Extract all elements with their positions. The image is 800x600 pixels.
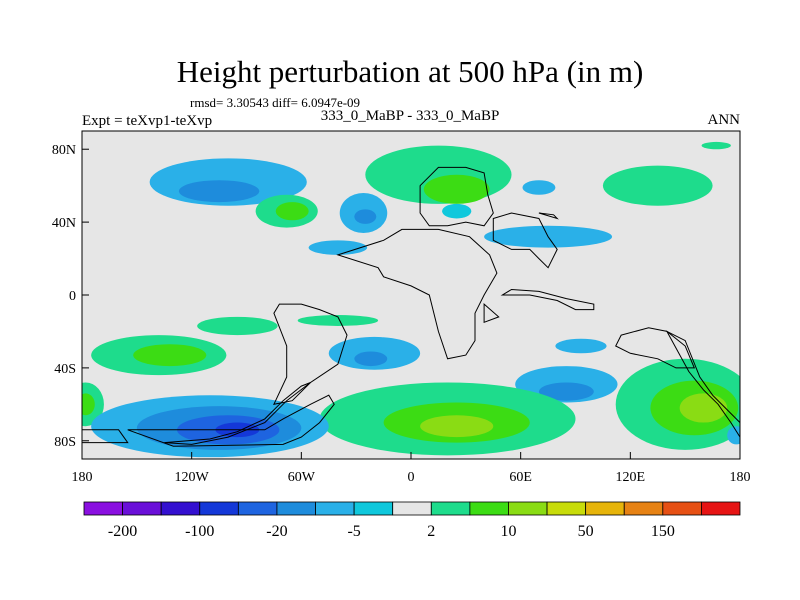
colorbar-box-11 [508,501,548,516]
plot-area: 180 120W 60W 0 60E 120E 180 80N 40N 0 40S 80S [52,130,751,485]
coastline-2 [82,429,129,444]
contour-region-22 [538,382,594,401]
x-tick-label-3: 0 [408,470,415,485]
y-tick-label-0: 80N [52,143,76,158]
contour-region-13 [701,141,731,150]
colorbar-box-1 [122,501,162,516]
x-axis: 180 120W 60W 0 60E 120E 180 [72,452,751,485]
contour-region-3 [275,202,309,221]
colorbar-box-9 [430,501,471,516]
colorbar-label-4: 2 [427,523,435,540]
coastline-5 [419,166,494,227]
coastline-4 [336,228,498,360]
coastline-1 [164,382,311,445]
coastline-11 [665,330,740,439]
contour-region-8 [423,174,490,204]
coastline-10 [615,327,696,369]
colorbar-box-14 [623,501,664,516]
coastline-3 [273,303,348,405]
contour-region-6 [308,240,368,255]
x-tick-label-0: 180 [72,470,93,485]
colorbar-box-16 [701,501,741,516]
colorbar-label-3: -5 [347,523,360,540]
colorbar-label-2: -20 [266,523,287,540]
contour-region-10 [522,180,556,195]
coastline-6 [492,212,558,269]
colorbar-box-7 [353,501,394,516]
stats-text: rmsd= 3.30543 diff= 6.0947e-09 [190,95,360,110]
contour-region-5 [354,209,377,224]
season-label: ANN [708,112,741,128]
coastline-8 [483,302,500,324]
contour-region-14 [197,316,278,336]
chart-title: Height perturbation at 500 hPa (in m) [177,54,644,89]
coastline-layer [82,166,740,447]
y-axis: 80N 40N 0 40S 80S [52,143,89,450]
y-tick-label-3: 40S [54,362,76,377]
colorbar-box-2 [160,501,201,516]
coastline-0 [127,394,335,447]
colorbar-labels: -200 -100 -20 -5 2 10 50 150 [108,523,675,540]
contour-region-19 [354,351,388,367]
y-tick-label-2: 0 [69,289,76,304]
colorbar-label-6: 50 [578,523,594,540]
colorbar-box-13 [585,501,625,516]
colorbar-box-4 [237,501,278,516]
contour-region-17 [133,344,207,367]
colorbar-box-5 [276,501,316,516]
colorbar-box-6 [315,501,355,516]
colorbar-box-10 [469,501,509,516]
colorbar-box-0 [83,501,123,516]
colorbar-boxes [83,501,741,516]
x-tick-label-5: 120E [616,470,646,485]
experiment-label: Expt = teXvp1-teXvp [82,113,212,129]
contour-region-1 [178,180,260,203]
x-tick-label-1: 120W [175,470,210,485]
colorbar-box-8 [392,501,432,516]
contour-region-27 [82,393,95,416]
contour-region-25 [679,393,728,423]
contour-region-9 [442,203,472,219]
contour-region-28 [727,426,740,445]
x-tick-label-4: 60E [509,470,532,485]
colorbar-label-0: -200 [108,523,137,540]
case-label: 333_0_MaBP - 333_0_MaBP [321,108,500,124]
coastline-7 [500,288,595,311]
colorbar-label-5: 10 [500,523,516,540]
x-tick-label-6: 180 [730,470,751,485]
coastline-9 [538,212,559,220]
colorbar-label-7: 150 [651,523,675,540]
colorbar-box-3 [199,501,239,516]
contour-fill-layer [82,141,740,458]
contour-region-15 [297,315,379,326]
contour-region-31 [420,415,494,438]
y-tick-label-4: 80S [54,435,76,450]
colorbar-box-15 [662,501,702,516]
x-tick-label-2: 60W [288,470,316,485]
colorbar-box-12 [546,501,587,516]
y-tick-label-1: 40N [52,216,76,231]
colorbar: -200 -100 -20 -5 2 10 50 150 [83,501,741,540]
contour-region-20 [555,338,607,354]
colorbar-label-1: -100 [185,523,214,540]
contour-region-12 [602,165,713,206]
